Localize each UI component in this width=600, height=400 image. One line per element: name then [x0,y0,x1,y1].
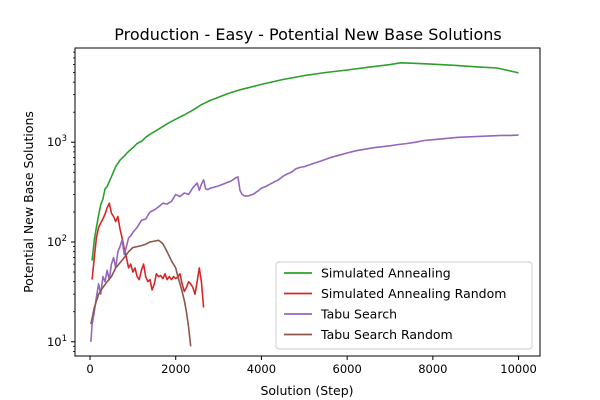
x-tick-label: 8000 [418,362,447,376]
legend: Simulated Annealing Simulated Annealing R… [275,261,533,350]
x-tick-label: 0 [86,362,93,376]
y-tick-label: 103 [47,134,67,149]
series-line-3 [90,134,519,342]
legend-entry-4: Tabu Search Random [320,327,453,342]
series-line-1 [91,62,519,261]
x-tick-label: 6000 [333,362,362,376]
plot-frame [74,47,541,357]
x-tick-label: 2000 [161,362,190,376]
legend-entry-1: Simulated Annealing [321,266,451,281]
series-line-4 [90,239,192,347]
legend-entry-3: Tabu Search [320,307,397,322]
y-tick-label: 101 [47,334,67,349]
x-tick-label: 10000 [500,362,537,376]
x-axis-ticks: 0 2000 4000 6000 8000 10000 [86,356,537,376]
chart-title: Production - Easy - Potential New Base S… [114,25,501,44]
legend-entry-2: Simulated Annealing Random [321,286,506,301]
x-axis-label: Solution (Step) [260,383,353,398]
legend-box [275,261,533,350]
y-axis-ticks: 101 102 103 [47,51,75,352]
y-tick-label: 102 [47,234,67,249]
series-layer [90,62,519,347]
series-line-2 [91,202,205,308]
x-tick-label: 4000 [247,362,276,376]
y-axis-label: Potential New Base Solutions [21,111,36,293]
